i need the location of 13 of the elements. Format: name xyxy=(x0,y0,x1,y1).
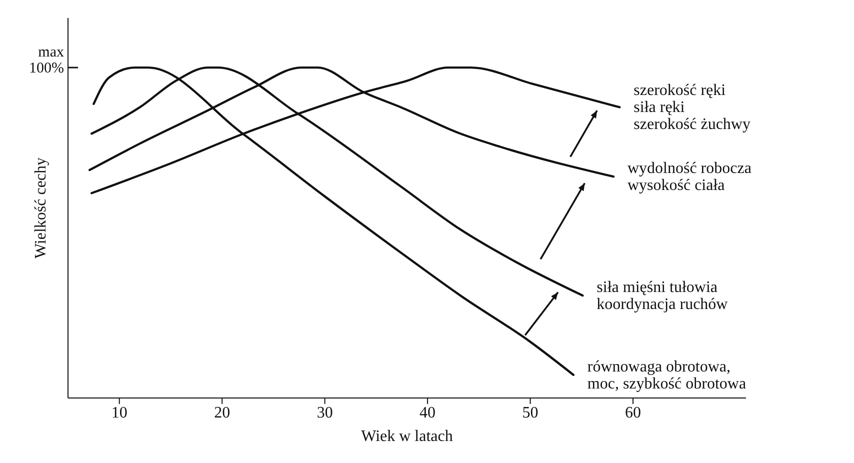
legend-label: szerokość ręki siła ręki szerokość żuchwy xyxy=(634,82,750,134)
series-label: równowaga obrotowa, moc, szybkość obrotowa xyxy=(587,358,746,392)
x-tick-label: 50 xyxy=(522,404,538,422)
x-tick-label: 30 xyxy=(316,404,333,422)
x-axis-title: Wiek w latach xyxy=(361,428,453,445)
text: max 100% xyxy=(29,44,64,77)
series-label: siła mięśni tułowia koordynacja ruchów xyxy=(596,279,728,314)
x-tick-label: 40 xyxy=(420,404,436,422)
x-tick-label: 20 xyxy=(214,404,230,422)
series-label: wydolność robocza wysokość ciała xyxy=(627,160,752,194)
x-tick-label: 60 xyxy=(625,404,641,422)
x-tick-label: 10 xyxy=(111,404,128,422)
y-axis-title: Wielkość cechy xyxy=(32,157,50,259)
